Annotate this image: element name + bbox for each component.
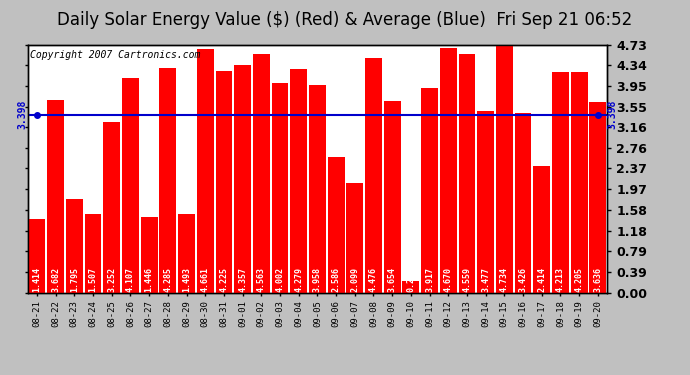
Text: 3.636: 3.636 xyxy=(593,267,602,292)
Text: 2.099: 2.099 xyxy=(351,267,359,292)
Text: 4.205: 4.205 xyxy=(575,267,584,292)
Text: 4.279: 4.279 xyxy=(294,267,303,292)
Bar xyxy=(515,113,531,292)
Text: 4.285: 4.285 xyxy=(164,267,172,292)
Bar xyxy=(365,58,382,292)
Bar xyxy=(533,166,550,292)
Bar xyxy=(552,72,569,292)
Bar xyxy=(346,183,363,292)
Bar xyxy=(66,199,83,292)
Text: 4.670: 4.670 xyxy=(444,267,453,292)
Bar xyxy=(122,78,139,292)
Text: 2.586: 2.586 xyxy=(332,267,341,292)
Text: 4.559: 4.559 xyxy=(462,267,471,292)
Text: 4.002: 4.002 xyxy=(275,267,284,292)
Text: Daily Solar Energy Value ($) (Red) & Average (Blue)  Fri Sep 21 06:52: Daily Solar Energy Value ($) (Red) & Ave… xyxy=(57,11,633,29)
Text: 4.225: 4.225 xyxy=(219,267,228,292)
Text: 3.252: 3.252 xyxy=(107,267,116,292)
Text: 4.213: 4.213 xyxy=(556,267,565,292)
Text: 3.398: 3.398 xyxy=(18,100,28,129)
Bar xyxy=(215,71,233,292)
Bar xyxy=(421,87,438,292)
Bar xyxy=(496,45,513,292)
Bar xyxy=(459,54,475,292)
Text: 3.398: 3.398 xyxy=(607,100,617,129)
Bar xyxy=(47,100,64,292)
Text: 1.414: 1.414 xyxy=(32,267,41,292)
Bar xyxy=(328,157,344,292)
Bar xyxy=(85,214,101,292)
Bar xyxy=(589,102,607,292)
Text: 3.958: 3.958 xyxy=(313,267,322,292)
Bar xyxy=(159,68,176,292)
Text: 3.426: 3.426 xyxy=(519,267,528,292)
Text: 4.661: 4.661 xyxy=(201,267,210,292)
Text: 4.476: 4.476 xyxy=(369,267,378,292)
Text: 4.107: 4.107 xyxy=(126,267,135,292)
Bar xyxy=(197,49,214,292)
Text: 1.446: 1.446 xyxy=(145,267,154,292)
Text: 2.414: 2.414 xyxy=(538,267,546,292)
Text: 4.563: 4.563 xyxy=(257,267,266,292)
Bar xyxy=(290,69,307,292)
Text: 1.493: 1.493 xyxy=(182,267,191,292)
Bar xyxy=(477,111,494,292)
Bar xyxy=(309,86,326,292)
Bar xyxy=(384,101,401,292)
Text: 4.734: 4.734 xyxy=(500,267,509,292)
Text: 1.507: 1.507 xyxy=(88,267,97,292)
Bar xyxy=(178,214,195,292)
Bar xyxy=(141,217,157,292)
Text: 1.795: 1.795 xyxy=(70,267,79,292)
Text: Copyright 2007 Cartronics.com: Copyright 2007 Cartronics.com xyxy=(30,50,201,60)
Text: 3.682: 3.682 xyxy=(51,267,60,292)
Bar xyxy=(440,48,457,292)
Bar xyxy=(402,281,420,292)
Text: 3.654: 3.654 xyxy=(388,267,397,292)
Bar xyxy=(234,64,251,292)
Text: 3.477: 3.477 xyxy=(481,267,490,292)
Bar xyxy=(571,72,588,292)
Bar xyxy=(104,122,120,292)
Text: 0.214: 0.214 xyxy=(406,267,415,292)
Text: 3.917: 3.917 xyxy=(425,267,434,292)
Bar xyxy=(28,219,46,292)
Bar xyxy=(272,83,288,292)
Text: 4.357: 4.357 xyxy=(238,267,247,292)
Bar xyxy=(253,54,270,292)
